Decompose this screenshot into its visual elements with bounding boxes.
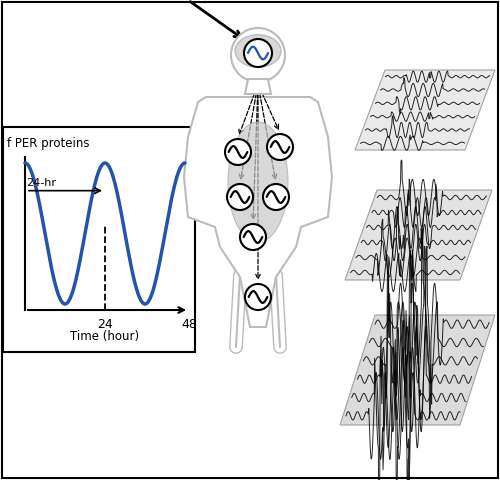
Polygon shape	[245, 79, 271, 94]
Circle shape	[225, 139, 251, 165]
Polygon shape	[340, 315, 495, 425]
Circle shape	[267, 134, 293, 160]
Circle shape	[227, 184, 253, 210]
Polygon shape	[184, 97, 332, 327]
Ellipse shape	[228, 122, 288, 242]
Text: Time (hour): Time (hour)	[70, 330, 140, 343]
Text: f PER proteins: f PER proteins	[7, 137, 89, 150]
Ellipse shape	[235, 35, 281, 67]
Circle shape	[263, 184, 289, 210]
Circle shape	[231, 28, 285, 82]
Text: 48: 48	[181, 318, 197, 331]
Polygon shape	[355, 70, 495, 150]
Circle shape	[245, 284, 271, 310]
Bar	[3, 127, 195, 352]
Circle shape	[244, 39, 272, 67]
Text: 24-hr: 24-hr	[26, 178, 56, 188]
Circle shape	[240, 224, 266, 250]
Text: 24: 24	[97, 318, 113, 331]
Polygon shape	[345, 190, 492, 280]
